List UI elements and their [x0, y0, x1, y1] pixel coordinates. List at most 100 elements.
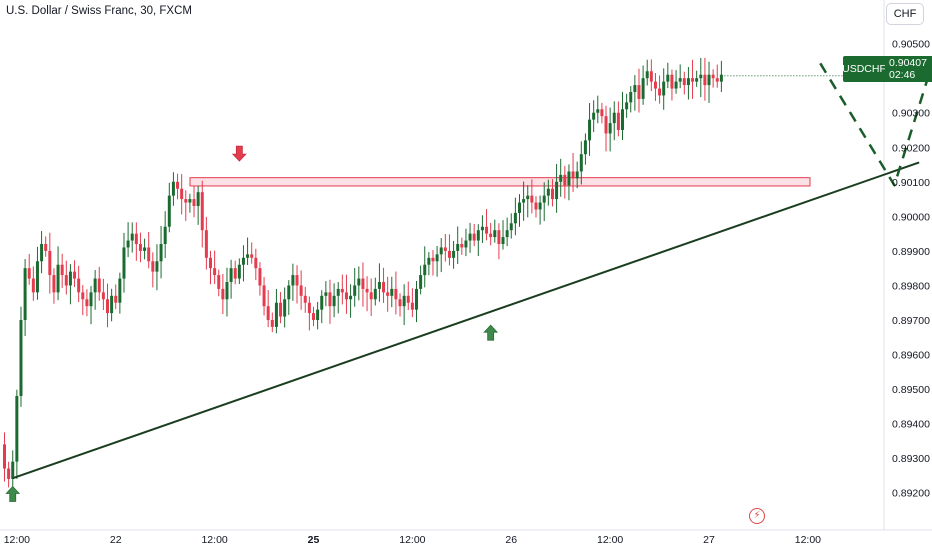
- candle-body: [427, 257, 431, 265]
- candle-body: [608, 123, 612, 134]
- candle: [44, 236, 48, 257]
- candle-body: [27, 268, 31, 279]
- candle-body: [77, 278, 81, 293]
- currency-button[interactable]: CHF: [886, 3, 924, 25]
- candle-body: [600, 109, 604, 117]
- candle-body: [715, 78, 719, 82]
- candle: [357, 266, 361, 301]
- y-tick-label: 0.90300: [892, 108, 930, 120]
- candle: [472, 223, 476, 247]
- candle: [64, 260, 68, 295]
- candle-body: [571, 171, 575, 179]
- arrow-down-icon: [231, 145, 247, 162]
- candle: [332, 283, 336, 318]
- candle: [476, 224, 480, 256]
- candle-body: [674, 81, 678, 89]
- candle: [369, 278, 373, 316]
- candle: [534, 196, 538, 218]
- candle: [11, 450, 15, 492]
- candle: [485, 209, 489, 241]
- candle: [505, 217, 509, 247]
- candle: [427, 252, 431, 276]
- candle: [637, 68, 641, 113]
- candle: [171, 172, 175, 206]
- candle: [196, 185, 200, 225]
- candle: [658, 75, 662, 104]
- candle-body: [398, 299, 402, 307]
- candle-body: [188, 199, 192, 203]
- candle: [3, 432, 6, 482]
- candle-body: [662, 81, 666, 96]
- candle: [40, 231, 44, 274]
- candle: [60, 253, 64, 288]
- candle-body: [579, 154, 583, 172]
- candle-body: [134, 233, 138, 244]
- lightning-icon[interactable]: ⚡: [749, 508, 765, 524]
- candle: [225, 267, 229, 317]
- candle: [629, 86, 633, 113]
- candle-body: [588, 119, 592, 141]
- candle-body: [126, 240, 130, 248]
- candle: [27, 253, 31, 285]
- y-tick-label: 0.90200: [892, 142, 930, 154]
- candle: [579, 141, 583, 185]
- candle: [398, 293, 402, 317]
- candle-body: [435, 254, 439, 262]
- candle: [703, 57, 707, 101]
- candle-body: [316, 309, 320, 320]
- y-tick-label: 0.89900: [892, 246, 930, 258]
- price-axis: 0.89200 0.89300 0.89400 0.89500 0.89600 0.897…: [892, 39, 930, 500]
- candle: [130, 222, 134, 253]
- candle-body: [439, 247, 443, 255]
- arrow-up-icon: [483, 324, 499, 341]
- candle-body: [596, 109, 600, 113]
- candle: [7, 461, 11, 488]
- candle: [480, 215, 484, 244]
- candle-body: [443, 247, 447, 251]
- candle-body: [695, 78, 699, 82]
- candle: [344, 274, 348, 314]
- candle-body: [73, 271, 77, 279]
- candle: [489, 222, 493, 246]
- candle: [184, 190, 188, 221]
- candle-body: [534, 202, 538, 210]
- candle: [250, 242, 254, 264]
- candle-body: [192, 199, 196, 206]
- candle-body: [274, 302, 278, 327]
- candle-body: [68, 271, 72, 286]
- candle: [526, 185, 530, 218]
- candle-body: [530, 195, 534, 203]
- candle-body: [382, 282, 386, 293]
- candle: [246, 237, 250, 266]
- signal-markers: [5, 145, 499, 502]
- candle: [641, 65, 645, 105]
- candle-body: [592, 112, 596, 120]
- candle-body: [130, 233, 134, 241]
- candle-body: [163, 226, 167, 244]
- candle-body: [509, 223, 513, 231]
- candle: [110, 288, 114, 322]
- candle: [299, 270, 303, 310]
- candle: [254, 248, 258, 281]
- candle-body: [7, 468, 11, 479]
- candle-body: [575, 171, 579, 179]
- candle-body: [472, 233, 476, 241]
- candle-body: [35, 261, 39, 293]
- y-tick-label: 0.89300: [892, 453, 930, 465]
- candle: [312, 306, 315, 327]
- candle: [390, 276, 394, 308]
- candle: [402, 284, 406, 326]
- candle: [460, 237, 464, 255]
- candle-body: [287, 285, 291, 300]
- candle: [89, 286, 93, 325]
- candle-body: [93, 278, 97, 293]
- candle: [316, 301, 320, 330]
- candle: [241, 245, 245, 282]
- candle: [176, 173, 180, 200]
- candle-body: [295, 275, 299, 286]
- candle: [35, 246, 39, 300]
- x-tick-label: 26: [505, 534, 517, 546]
- candle: [711, 69, 715, 88]
- candle: [538, 195, 542, 225]
